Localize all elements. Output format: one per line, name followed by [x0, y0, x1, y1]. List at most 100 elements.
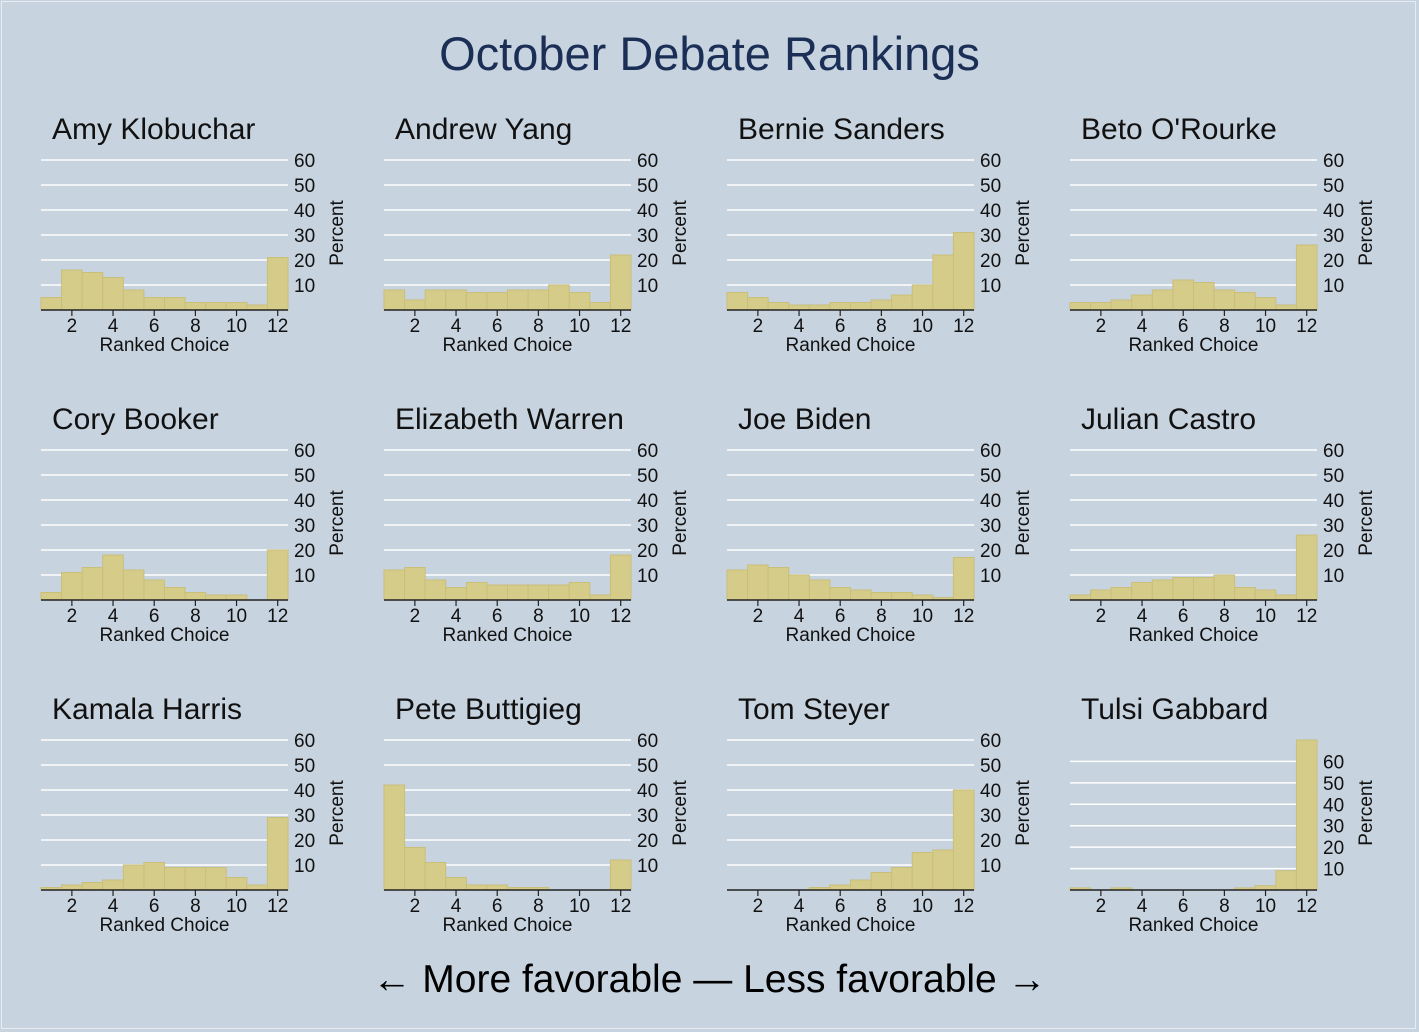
- bar: [609, 859, 632, 891]
- x-axis-label: Ranked Choice: [443, 335, 573, 356]
- bar: [1090, 589, 1112, 601]
- x-tick-label: 6: [492, 606, 503, 627]
- y-tick-label: 40: [1323, 201, 1344, 222]
- bar: [1213, 574, 1236, 601]
- x-tick-label: 2: [1096, 896, 1107, 917]
- bar: [225, 877, 248, 891]
- y-tick-label: 50: [294, 176, 315, 197]
- x-tick-label: 6: [835, 316, 846, 337]
- bar: [40, 297, 63, 311]
- bar: [1213, 289, 1236, 311]
- x-axis-label: Ranked Choice: [443, 625, 573, 646]
- x-tick-label: 12: [610, 896, 631, 917]
- panel-bernie-sanders: Bernie Sanders 10 20 30 40 50 60 2 4 6 8 10 12 Ranked…: [726, 113, 1034, 356]
- bar: [383, 784, 406, 891]
- x-tick-label: 12: [1296, 896, 1317, 917]
- bar: [102, 277, 124, 311]
- y-tick-label: 10: [294, 566, 315, 587]
- x-tick-label: 10: [912, 896, 933, 917]
- y-tick-label: 50: [980, 466, 1001, 487]
- y-tick-label: 50: [637, 176, 658, 197]
- y-tick-label: 30: [294, 226, 315, 247]
- y-tick-label: 60: [294, 441, 315, 462]
- panel-title: Elizabeth Warren: [395, 403, 624, 436]
- x-tick-label: 4: [1137, 606, 1148, 627]
- y-tick-label: 10: [294, 856, 315, 877]
- y-tick-label: 40: [294, 781, 315, 802]
- panel-julian-castro: Julian Castro 10 20 30 40 50 60 2 4 6 8 10 12 Ranked …: [1069, 403, 1377, 646]
- y-tick-label: 50: [1323, 176, 1344, 197]
- bar: [424, 289, 447, 311]
- panel-cory-booker: Cory Booker 10 20 30 40 50 60 2 4 6 8 10 12 Ranked Ch…: [40, 403, 348, 646]
- bar: [266, 817, 289, 891]
- x-tick-label: 10: [569, 316, 590, 337]
- bar: [266, 257, 289, 311]
- x-tick-label: 2: [67, 606, 78, 627]
- bar: [122, 289, 145, 311]
- bar: [589, 302, 611, 311]
- bar: [81, 567, 104, 601]
- x-tick-label: 4: [451, 606, 462, 627]
- bar: [1254, 589, 1277, 601]
- bar: [40, 592, 63, 601]
- x-tick-label: 8: [190, 606, 201, 627]
- bar: [143, 862, 166, 891]
- bar: [424, 579, 447, 601]
- x-tick-label: 6: [835, 896, 846, 917]
- y-axis-label: Percent: [670, 200, 691, 266]
- x-tick-label: 10: [569, 606, 590, 627]
- y-tick-label: 20: [980, 251, 1001, 272]
- y-tick-label: 10: [294, 276, 315, 297]
- x-tick-label: 12: [267, 316, 288, 337]
- x-tick-label: 12: [267, 896, 288, 917]
- bar: [81, 882, 104, 891]
- x-tick-label: 2: [67, 896, 78, 917]
- x-tick-label: 8: [533, 896, 544, 917]
- x-tick-label: 6: [149, 316, 160, 337]
- y-tick-label: 60: [1323, 752, 1344, 773]
- y-tick-label: 10: [637, 566, 658, 587]
- x-tick-label: 8: [190, 316, 201, 337]
- bar: [568, 292, 591, 311]
- bar: [1295, 244, 1318, 311]
- y-tick-label: 60: [294, 731, 315, 752]
- panel-title: Julian Castro: [1081, 403, 1256, 436]
- x-tick-label: 10: [1255, 896, 1276, 917]
- panel-elizabeth-warren: Elizabeth Warren 10 20 30 40 50 60 2 4 6 8 10 12 Rank…: [383, 403, 691, 646]
- panel-title: Tom Steyer: [738, 693, 890, 726]
- bar: [383, 569, 406, 601]
- y-tick-label: 20: [637, 541, 658, 562]
- x-tick-label: 8: [1219, 606, 1230, 627]
- bar: [870, 872, 893, 891]
- bar: [122, 569, 145, 601]
- y-tick-label: 10: [637, 276, 658, 297]
- x-tick-label: 6: [1178, 896, 1189, 917]
- bar: [870, 299, 893, 311]
- bar: [486, 292, 508, 311]
- y-tick-label: 20: [1323, 541, 1344, 562]
- panel-kamala-harris: Kamala Harris 10 20 30 40 50 60 2 4 6 8 10 12 Ranked …: [40, 693, 348, 936]
- y-tick-label: 20: [1323, 251, 1344, 272]
- y-axis-label: Percent: [1013, 490, 1034, 556]
- x-tick-label: 12: [953, 896, 974, 917]
- y-axis-label: Percent: [327, 200, 348, 266]
- bar: [952, 232, 975, 311]
- y-tick-label: 10: [637, 856, 658, 877]
- x-tick-label: 4: [794, 316, 805, 337]
- x-tick-label: 10: [226, 316, 247, 337]
- bar: [726, 569, 749, 601]
- x-tick-label: 2: [753, 606, 764, 627]
- x-tick-label: 8: [533, 606, 544, 627]
- x-tick-label: 4: [451, 316, 462, 337]
- panel-joe-biden: Joe Biden 10 20 30 40 50 60 2 4 6 8 10 12 Ranked Choi…: [726, 403, 1034, 646]
- x-tick-label: 12: [610, 316, 631, 337]
- bar: [102, 554, 124, 601]
- panel-andrew-yang: Andrew Yang 10 20 30 40 50 60 2 4 6 8 10 12 Ranked Ch…: [383, 113, 691, 356]
- y-tick-label: 10: [980, 276, 1001, 297]
- bar: [225, 302, 248, 311]
- x-tick-label: 6: [149, 606, 160, 627]
- y-axis-label: Percent: [1013, 200, 1034, 266]
- y-tick-label: 60: [294, 151, 315, 172]
- bar: [808, 579, 831, 601]
